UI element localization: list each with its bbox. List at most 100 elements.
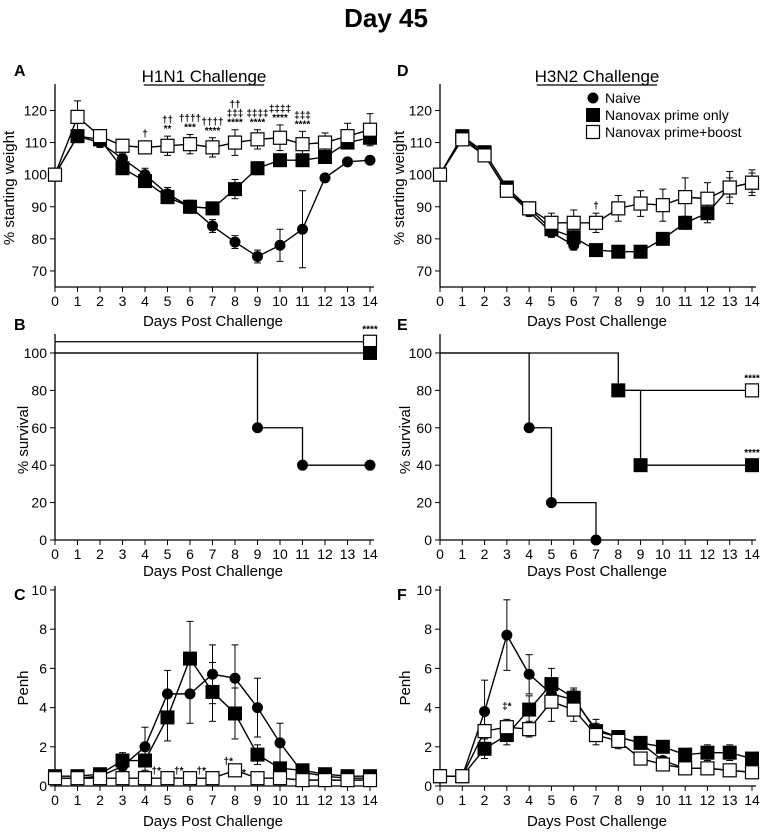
x-tick-label: 10 — [655, 293, 671, 309]
panel-title: H1N1 Challenge — [142, 67, 267, 86]
panel-label-f: F — [397, 587, 407, 604]
data-point — [700, 761, 715, 776]
x-tick-label: 9 — [637, 546, 645, 562]
data-point — [340, 773, 355, 788]
data-point — [160, 771, 175, 786]
x-tick-label: 1 — [74, 792, 82, 808]
data-point — [633, 735, 648, 750]
significance-label: † — [142, 129, 148, 140]
x-tick-label: 14 — [744, 293, 760, 309]
series-nanovax-prime-boost — [432, 132, 760, 237]
data-point — [588, 215, 604, 230]
significance-label: **** — [250, 118, 266, 129]
data-point — [523, 668, 535, 680]
y-tick-label: 6 — [424, 660, 432, 676]
x-tick-label: 13 — [722, 546, 738, 562]
data-point — [297, 459, 308, 471]
x-axis-label: Days Post Challenge — [527, 563, 667, 580]
data-point — [137, 140, 153, 155]
significance-label: ‡* — [502, 702, 512, 713]
data-point — [47, 771, 63, 786]
y-tick-label: 40 — [416, 457, 432, 473]
survival-step-line — [55, 352, 370, 466]
y-tick-label: 100 — [409, 167, 433, 183]
survival-step-line — [440, 352, 597, 540]
x-tick-label: 5 — [164, 293, 172, 309]
x-tick-label: 3 — [119, 293, 127, 309]
x-tick-label: 11 — [678, 792, 693, 808]
significance-label: **** — [744, 448, 760, 459]
x-tick-label: 6 — [186, 546, 194, 562]
data-point — [363, 345, 377, 360]
x-tick-label: 10 — [272, 792, 288, 808]
y-tick-label: 80 — [416, 231, 432, 247]
data-point — [362, 122, 378, 137]
x-tick-label: 9 — [254, 293, 262, 309]
x-tick-label: 9 — [637, 792, 645, 808]
data-point — [522, 722, 537, 737]
y-tick-label: 4 — [39, 700, 47, 716]
y-tick-label: 6 — [39, 660, 47, 676]
data-point — [295, 773, 310, 788]
significance-label: †* — [174, 766, 184, 777]
x-tick-label: 13 — [340, 293, 356, 309]
x-tick-label: 2 — [96, 546, 104, 562]
data-point — [252, 422, 263, 434]
x-tick-label: 8 — [231, 546, 239, 562]
data-point — [611, 733, 626, 749]
x-tick-label: 8 — [614, 293, 622, 309]
data-point — [272, 130, 288, 145]
x-tick-label: 10 — [655, 546, 671, 562]
data-point — [183, 651, 197, 666]
panel-label-e: E — [397, 317, 408, 334]
data-point — [138, 753, 152, 768]
x-tick-label: 2 — [96, 792, 104, 808]
data-point — [678, 761, 693, 776]
x-tick-label: 6 — [186, 792, 194, 808]
significance-label: **** — [295, 119, 311, 130]
significance-label: †* — [152, 766, 162, 777]
data-point — [138, 174, 152, 189]
data-point — [115, 161, 130, 176]
data-point — [229, 236, 241, 248]
data-point — [545, 497, 557, 509]
x-tick-label: 14 — [362, 293, 378, 309]
data-point — [160, 710, 175, 725]
x-tick-label: 3 — [503, 293, 511, 309]
significance-label: †* — [197, 766, 207, 777]
data-point — [722, 745, 737, 760]
y-axis-label: Penh — [15, 670, 32, 705]
series-nanovax-prime-boost — [440, 352, 760, 398]
x-tick-label: 12 — [317, 546, 333, 562]
data-point — [362, 773, 378, 788]
x-tick-label: 0 — [436, 546, 444, 562]
data-point — [455, 769, 470, 784]
data-point — [295, 137, 310, 152]
data-point — [633, 458, 648, 473]
x-tick-label: 6 — [570, 293, 578, 309]
data-point — [250, 771, 265, 786]
y-tick-label: 4 — [424, 700, 432, 716]
data-point — [47, 167, 63, 182]
survival-step-line — [440, 352, 752, 392]
significance-label: †* — [224, 756, 234, 767]
x-tick-label: 14 — [362, 792, 378, 808]
data-point — [70, 771, 85, 786]
x-tick-label: 0 — [436, 293, 444, 309]
x-tick-label: 1 — [458, 546, 466, 562]
x-tick-label: 2 — [481, 546, 489, 562]
x-tick-label: 10 — [272, 546, 288, 562]
x-axis-label: Days Post Challenge — [143, 563, 283, 580]
series-naive — [55, 352, 376, 471]
y-tick-label: 110 — [410, 135, 433, 151]
x-tick-label: 14 — [744, 546, 760, 562]
data-point — [744, 175, 760, 190]
data-point — [522, 702, 537, 717]
data-point — [115, 771, 130, 786]
series-naive — [440, 352, 602, 546]
x-tick-label: 4 — [141, 792, 149, 808]
x-tick-label: 5 — [548, 293, 556, 309]
data-point — [250, 132, 265, 147]
